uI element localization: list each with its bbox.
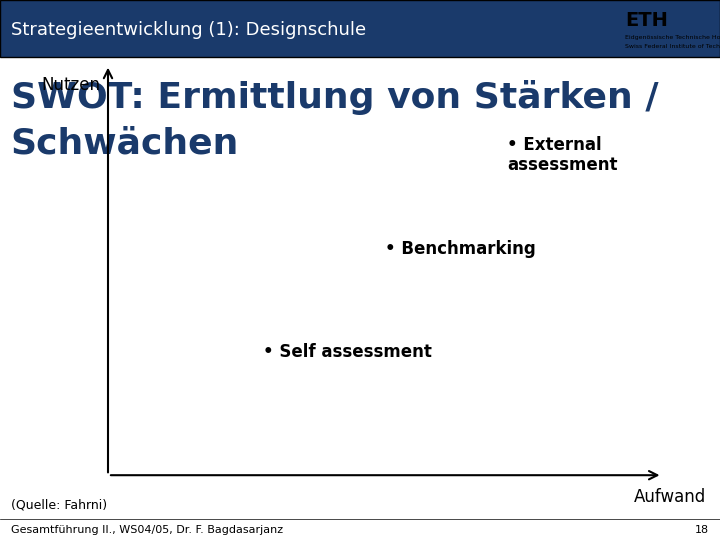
- Text: • Self assessment: • Self assessment: [264, 343, 432, 361]
- Text: Gesamtführung II., WS04/05, Dr. F. Bagdasarjanz: Gesamtführung II., WS04/05, Dr. F. Bagda…: [11, 525, 283, 535]
- Text: 18: 18: [695, 525, 709, 535]
- Text: ETH: ETH: [625, 11, 668, 30]
- Text: (Quelle: Fahrni): (Quelle: Fahrni): [11, 498, 107, 511]
- Text: Nutzen: Nutzen: [42, 76, 101, 93]
- Text: Strategieentwicklung (1): Designschule: Strategieentwicklung (1): Designschule: [11, 21, 366, 39]
- Text: Swiss Federal Institute of Technology Zurich: Swiss Federal Institute of Technology Zu…: [625, 44, 720, 50]
- FancyBboxPatch shape: [0, 0, 720, 57]
- Text: Eidgenössische Technische Hochschule Zürich: Eidgenössische Technische Hochschule Zür…: [625, 35, 720, 40]
- Text: SWOT: Ermittlung von Stärken /: SWOT: Ermittlung von Stärken /: [11, 80, 658, 114]
- Text: • External
assessment: • External assessment: [507, 136, 618, 174]
- Text: Schwächen: Schwächen: [11, 126, 239, 160]
- Text: • Benchmarking: • Benchmarking: [385, 240, 536, 259]
- Text: Aufwand: Aufwand: [634, 488, 706, 506]
